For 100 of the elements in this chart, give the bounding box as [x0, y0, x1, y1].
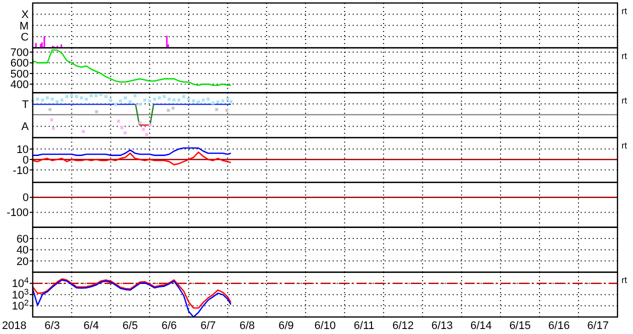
point	[109, 98, 112, 102]
point	[82, 130, 85, 134]
y-tick-label: -100	[6, 207, 29, 220]
text: rt	[622, 140, 628, 151]
x-tick-label: 6/4	[84, 320, 99, 332]
text: M	[20, 20, 29, 32]
point	[187, 98, 190, 101]
point	[50, 118, 54, 122]
point	[84, 98, 88, 101]
line-series	[32, 278, 232, 309]
point	[94, 94, 98, 98]
point	[182, 95, 186, 98]
y-tick-label: 40	[16, 244, 29, 257]
y-tick-label: 400	[10, 79, 29, 92]
point	[177, 98, 180, 102]
x-tick-label: 6/5	[122, 320, 138, 332]
point	[143, 98, 146, 102]
x-tick-label: 6/14	[470, 320, 492, 332]
point	[138, 102, 142, 106]
y-tick-label: -10	[12, 164, 29, 177]
x-tick-label: 6/3	[44, 320, 60, 332]
x-tick-label: 6/16	[548, 320, 570, 332]
point	[104, 95, 108, 98]
x-tick-label: 6/11	[354, 320, 374, 332]
point	[168, 98, 171, 101]
point	[206, 98, 210, 101]
point	[148, 124, 152, 127]
point	[145, 133, 148, 136]
point	[120, 126, 124, 130]
text: rt	[622, 50, 628, 61]
line-series	[32, 49, 232, 86]
y-tick-label: 10$^{2}$	[12, 298, 30, 313]
text: rt	[622, 6, 628, 16]
point	[60, 98, 64, 102]
point	[172, 106, 175, 110]
point	[70, 94, 74, 98]
x-tick-label: 6/6	[162, 320, 177, 332]
point	[134, 94, 137, 98]
text: X	[21, 9, 30, 22]
point	[196, 100, 200, 104]
point	[142, 128, 145, 131]
point	[148, 99, 152, 102]
point	[192, 99, 196, 102]
point	[153, 98, 156, 101]
point	[225, 108, 228, 112]
y-tick-label: 20	[16, 256, 29, 268]
x-tick-label: 6/15	[509, 320, 531, 332]
x-tick-label: 6/8	[239, 320, 255, 332]
point	[215, 108, 218, 112]
point	[118, 99, 122, 102]
x-tick-label: 6/7	[200, 320, 216, 332]
point	[50, 98, 54, 101]
y-tick-label: 0	[22, 192, 29, 204]
point	[40, 98, 44, 102]
x-tick-label: 6/12	[392, 320, 414, 332]
point	[65, 95, 68, 98]
y-tick-label: 600	[10, 58, 29, 70]
y-tick-label: 500	[10, 68, 29, 80]
x-tick-label: 6/13	[431, 320, 453, 332]
x-tick-label: 6/9	[278, 320, 294, 332]
point	[124, 131, 127, 134]
point	[162, 95, 166, 98]
point	[212, 102, 215, 105]
text: T	[22, 98, 29, 111]
point	[229, 100, 232, 104]
y-tick-label: 60	[16, 233, 29, 246]
x-tick-label: 6/17	[587, 320, 609, 332]
point	[166, 108, 170, 112]
point	[124, 96, 127, 100]
text: C	[20, 31, 29, 44]
point	[48, 108, 52, 112]
point	[75, 95, 78, 98]
point	[36, 98, 40, 101]
x-axis-title: 2018	[2, 320, 26, 332]
point	[56, 100, 59, 104]
y-tick-label: 0	[22, 154, 29, 166]
text: A	[21, 121, 30, 134]
line-series	[32, 279, 232, 318]
point	[202, 98, 205, 102]
point	[226, 98, 230, 101]
point	[46, 96, 49, 100]
text: rt	[622, 96, 628, 106]
line-series	[32, 152, 232, 166]
point	[128, 100, 132, 104]
point	[52, 127, 55, 130]
point	[117, 120, 120, 123]
y-tick-label: 10	[16, 144, 29, 156]
point	[221, 99, 224, 102]
point	[90, 94, 93, 98]
y-tick-label: 700	[10, 46, 29, 59]
x-tick-label: 6/10	[314, 320, 336, 332]
line-series	[32, 147, 232, 156]
point	[138, 121, 142, 124]
point	[114, 102, 118, 106]
point	[95, 110, 98, 114]
text: rt	[622, 275, 628, 286]
point	[172, 98, 176, 102]
point	[216, 100, 220, 104]
point	[80, 96, 83, 100]
point	[158, 96, 161, 100]
